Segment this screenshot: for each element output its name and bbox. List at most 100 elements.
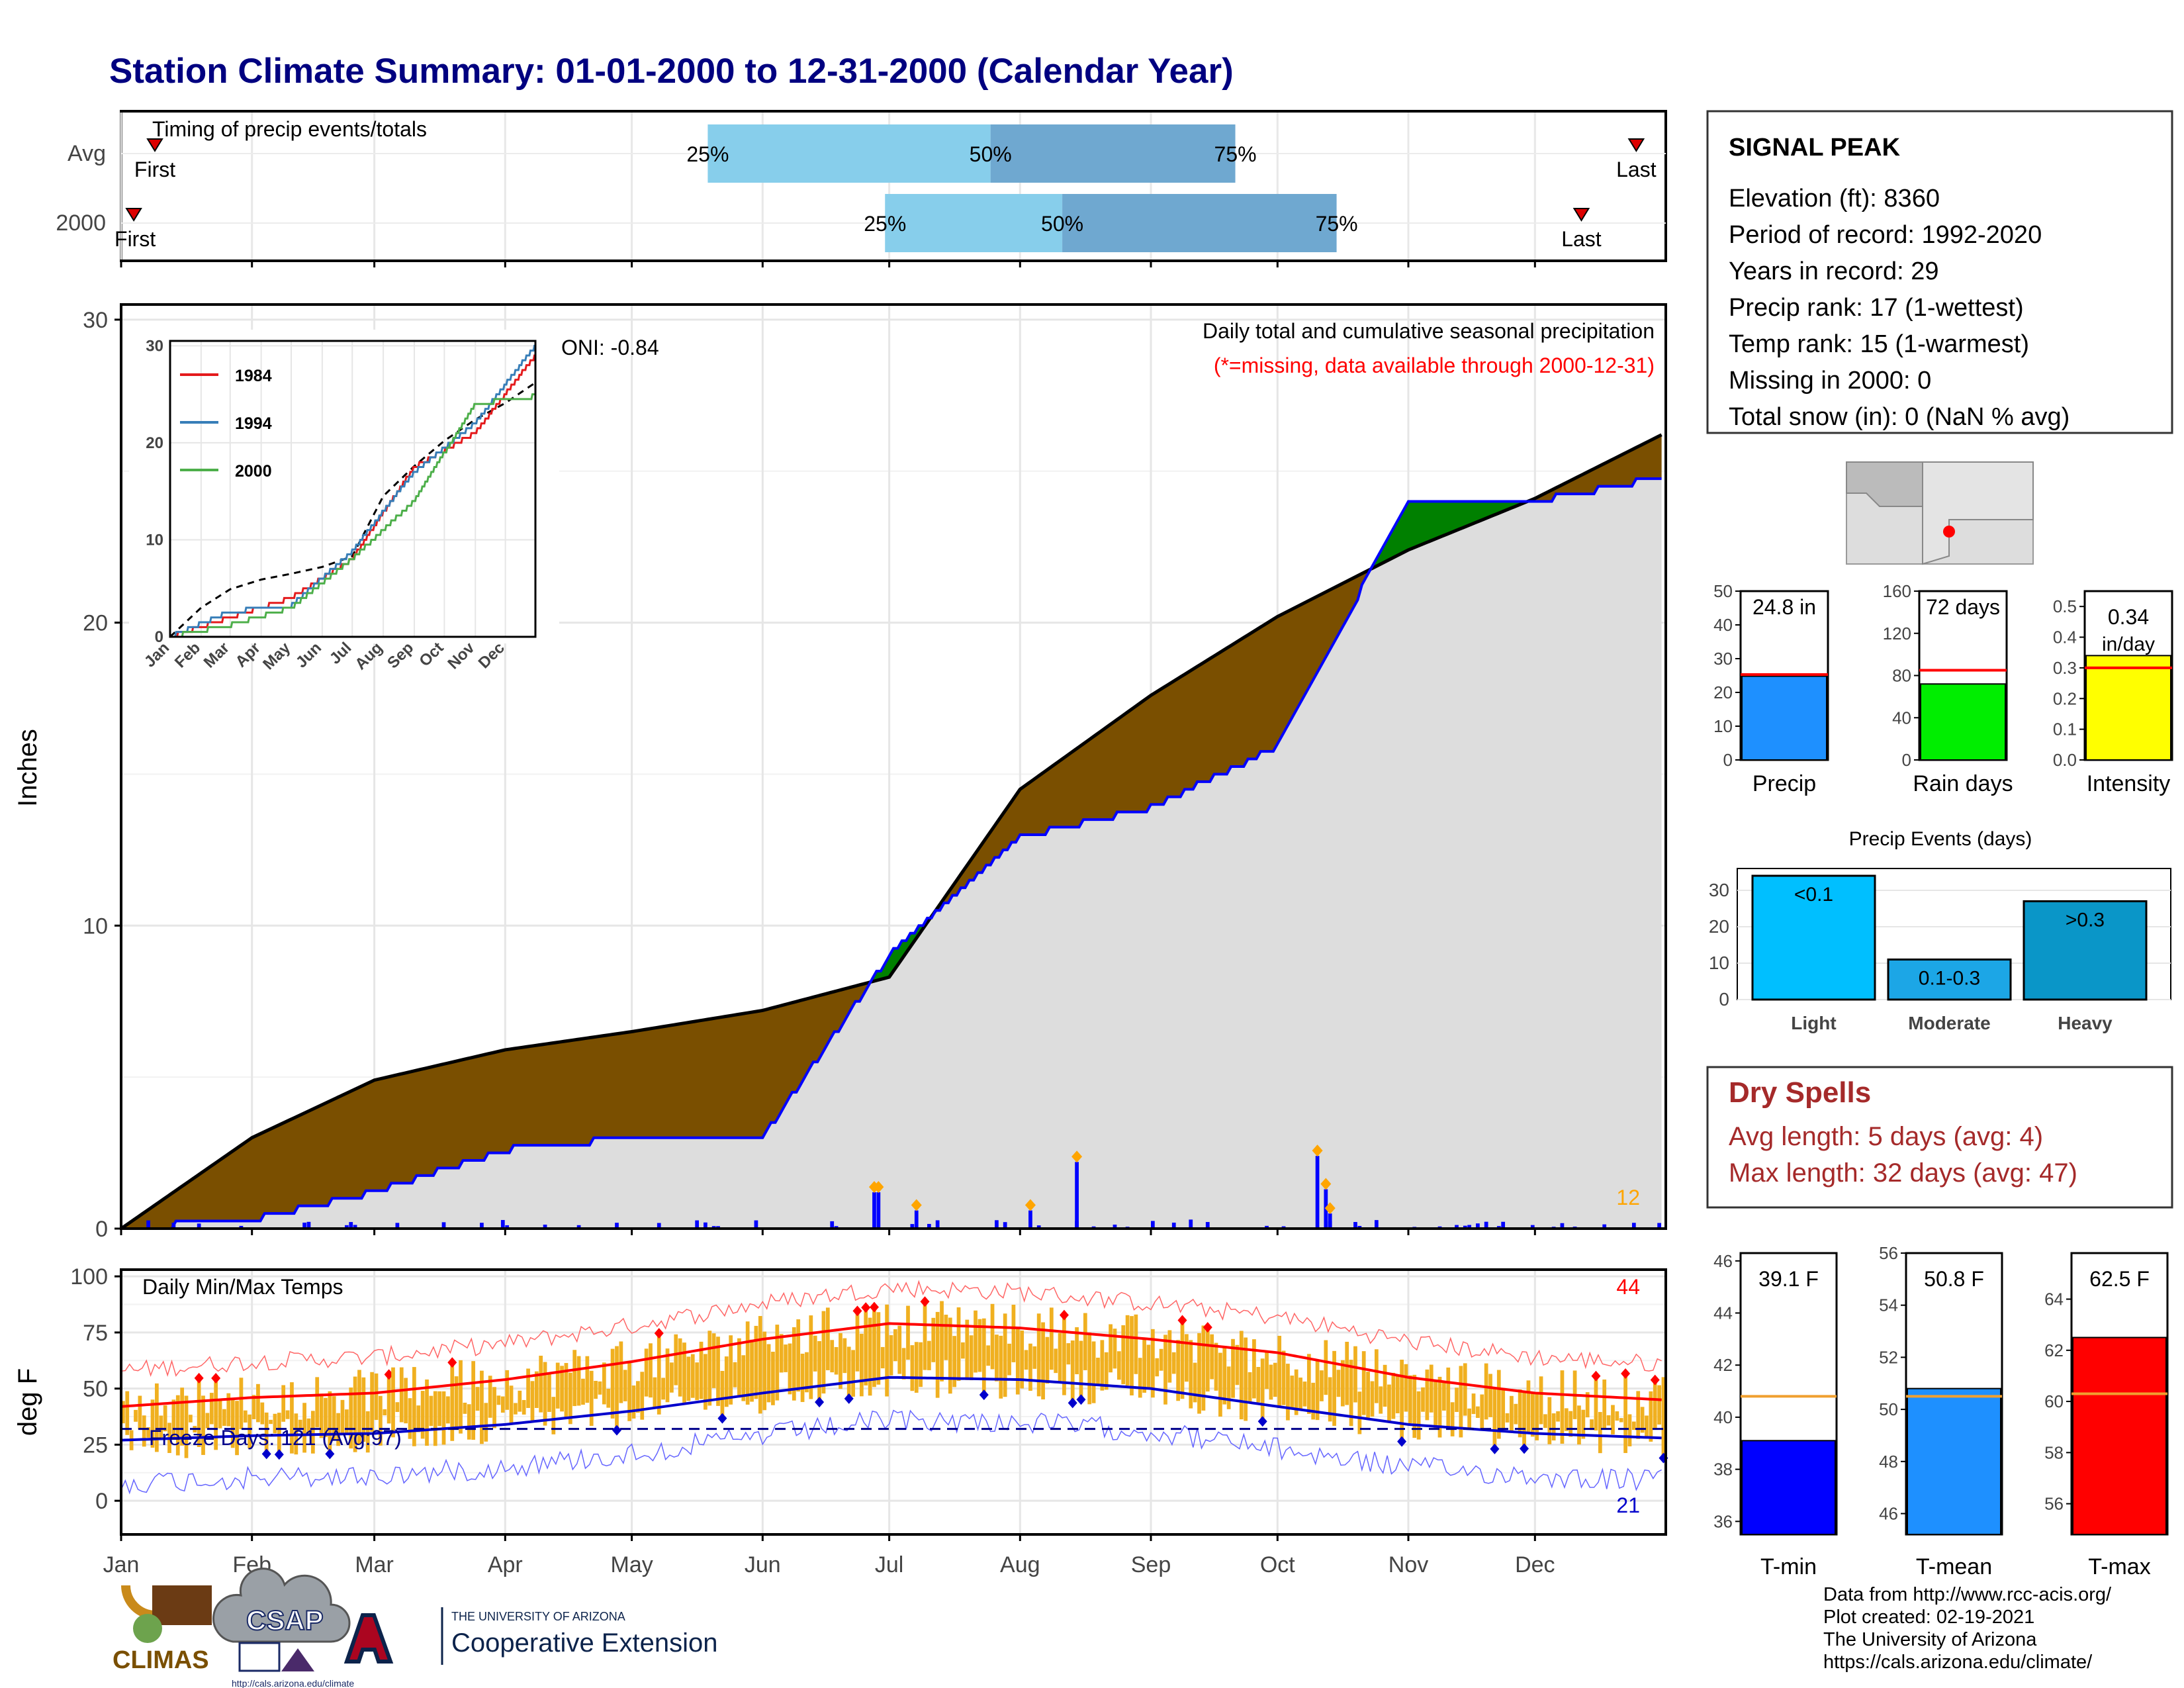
- daily-temp-bar: [121, 1401, 125, 1424]
- temp-y-tick-label: 52: [1879, 1347, 1898, 1367]
- record-high-marker-icon: [869, 1301, 879, 1313]
- mountain-icon: [281, 1648, 314, 1671]
- daily-temp-bar: [1049, 1307, 1054, 1370]
- daily-temp-bar: [1306, 1354, 1311, 1414]
- daily-temp-bar: [1653, 1380, 1657, 1430]
- daily-temp-bar: [1142, 1338, 1146, 1393]
- timing-bar-50-75: [1062, 194, 1337, 252]
- daily-temp-bar: [581, 1378, 585, 1405]
- daily-temp-bar: [640, 1372, 645, 1420]
- month-axis-labels: Jan Feb Mar Apr May Jun Jul Aug Sep Oct Nov Dec: [103, 1552, 1555, 1577]
- daily-precip-bar: [615, 1223, 619, 1229]
- daily-temp-bar: [1661, 1377, 1666, 1458]
- daily-temp-bar: [509, 1385, 514, 1425]
- daily-temp-bar: [1248, 1372, 1252, 1403]
- daily-temp-bar: [1404, 1364, 1408, 1412]
- daily-precip-bar: [830, 1221, 835, 1229]
- record-low-marker-icon: [1490, 1443, 1500, 1454]
- station-frame: [1706, 110, 2173, 434]
- daily-temp-bar: [526, 1368, 530, 1408]
- daily-temp-bar: [779, 1334, 784, 1373]
- daily-temp-bar: [310, 1411, 315, 1454]
- daily-precip-bar: [239, 1225, 244, 1229]
- heavy-event-marker-icon: [911, 1199, 922, 1211]
- daily-temp-bar: [568, 1372, 572, 1425]
- daily-temp-bar: [1446, 1367, 1451, 1430]
- daily-temp-bar: [864, 1307, 868, 1385]
- temp-y-tick-label: 62: [2044, 1340, 2064, 1360]
- daily-temp-bar: [1522, 1391, 1526, 1449]
- month-label-sep: Sep: [1131, 1552, 1171, 1577]
- daily-temp-bar: [670, 1362, 674, 1393]
- daily-temp-bar: [290, 1382, 294, 1454]
- daily-precip-bar: [1357, 1225, 1362, 1229]
- legend-1984: 1984: [235, 367, 272, 385]
- inset-y-tick-label: 30: [146, 337, 163, 355]
- footer-credits: Data from http://www.rcc-acis.org/Plot c…: [1823, 1584, 2112, 1673]
- daily-temp-bar: [1222, 1347, 1227, 1405]
- station-name: SIGNAL PEAK: [1729, 134, 1901, 162]
- precip-y-tick-label: 0: [95, 1217, 108, 1242]
- coop-extension: Cooperative Extension: [451, 1628, 717, 1658]
- daily-temp-bar: [1066, 1343, 1071, 1365]
- daily-temp-bar: [1134, 1314, 1138, 1374]
- daily-temp-bar: [1185, 1334, 1189, 1382]
- daily-temp-bar: [1218, 1352, 1222, 1417]
- record-high-marker-icon: [1591, 1370, 1601, 1382]
- daily-temp-bar: [981, 1318, 986, 1395]
- record-high-marker-icon: [211, 1373, 221, 1384]
- daily-precip-bar: [543, 1225, 547, 1229]
- daily-temp-bar: [1594, 1376, 1598, 1430]
- daily-temp-bar: [1505, 1413, 1510, 1423]
- summary-y-tick-label: 0.4: [2053, 628, 2077, 647]
- daily-temp-bar: [1383, 1364, 1387, 1407]
- daily-temp-bar: [1627, 1414, 1632, 1446]
- daily-temp-bar: [1450, 1402, 1455, 1436]
- daily-temp-bar: [1615, 1411, 1619, 1421]
- precip-frame: [120, 303, 1667, 1230]
- heavy-event-marker-icon: [1312, 1145, 1323, 1157]
- daily-temp-bar: [800, 1353, 805, 1402]
- temp-y-tick-label: 58: [2044, 1442, 2064, 1462]
- daily-temp-bar: [1011, 1304, 1016, 1362]
- events-bar-label: <0.1: [1794, 884, 1833, 906]
- daily-temp-bar: [1480, 1394, 1484, 1430]
- daily-temp-bar: [518, 1390, 522, 1412]
- inset-series: [169, 344, 536, 638]
- daily-temp-bar: [1387, 1384, 1391, 1423]
- first-marker-icon: [125, 208, 142, 222]
- locator-map: [1846, 461, 2034, 565]
- daily-precip-bar-large: [876, 1192, 881, 1229]
- temperature-summary-boxes: 36 38 40 42 44 46 39.1 F T-min 46 48 50 52 54 56 50.8 …: [1713, 1243, 2169, 1579]
- inset-y-tick-label: 20: [146, 434, 163, 452]
- daily-temp-bar: [551, 1397, 556, 1434]
- timing-q25-label: 25%: [686, 142, 729, 166]
- daily-temp-bar: [488, 1376, 492, 1418]
- daily-temp-bar: [471, 1361, 476, 1440]
- daily-temp-bar: [1459, 1366, 1463, 1438]
- temp-y-tick-label: 0: [95, 1489, 108, 1514]
- record-high-marker-icon: [1621, 1368, 1631, 1380]
- daily-temp-bar: [880, 1346, 885, 1369]
- record-high-marker-icon: [447, 1357, 457, 1368]
- timing-q50-label: 50%: [1041, 212, 1083, 236]
- daily-temp-bar: [745, 1321, 750, 1405]
- record-low-marker-icon: [1076, 1394, 1086, 1405]
- daily-temp-bar: [1543, 1414, 1547, 1429]
- climas-mountain-icon: [152, 1585, 212, 1625]
- daily-precip-bar: [754, 1220, 758, 1229]
- timing-bar-25-50: [707, 124, 991, 183]
- daily-temp-bar: [180, 1387, 185, 1446]
- daily-temp-bar: [1146, 1344, 1151, 1389]
- daily-precip-bar-large: [1028, 1210, 1032, 1229]
- daily-temp-bar: [395, 1402, 400, 1413]
- daily-temp-bar: [796, 1319, 801, 1392]
- daily-temp-bar: [1606, 1415, 1611, 1426]
- daily-temp-bar: [1269, 1364, 1273, 1400]
- daily-temp-bar: [484, 1403, 488, 1442]
- temperature-panel: 0 25 50 75 100 Daily Min/Max Temps Freeze Da…: [13, 1264, 1668, 1577]
- summary-y-tick-label: 0: [1902, 750, 1911, 770]
- month-label-may: May: [611, 1552, 653, 1577]
- climas-logo: CLIMAS: [113, 1585, 212, 1674]
- daily-temp-bar: [522, 1399, 526, 1415]
